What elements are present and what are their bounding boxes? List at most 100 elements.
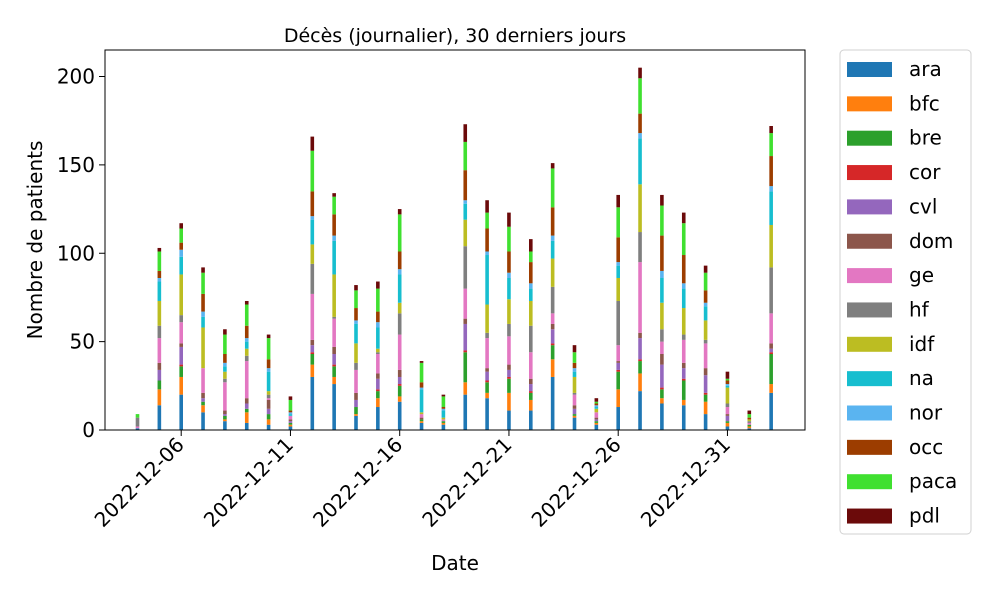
- bar-na: [660, 278, 664, 303]
- bar-ge: [179, 322, 183, 344]
- bar-hf: [135, 417, 140, 427]
- bar-bfc: [397, 396, 402, 402]
- bar-bfc: [485, 392, 489, 399]
- legend-label-pdl: pdl: [909, 504, 940, 528]
- bar-paca: [354, 290, 358, 309]
- bar-pdl: [266, 334, 271, 339]
- bar-hf: [769, 267, 773, 314]
- bar-hf: [485, 332, 489, 339]
- bar-occ: [747, 417, 752, 420]
- bar-ge: [201, 368, 205, 393]
- bar-bre: [485, 382, 489, 393]
- bar-dom: [463, 318, 468, 324]
- bar-bfc: [769, 384, 773, 393]
- bar-na: [594, 407, 599, 409]
- bar-bre: [550, 345, 555, 360]
- bar-ge: [441, 419, 446, 422]
- bar-na: [310, 219, 315, 245]
- bar-ara: [441, 424, 446, 430]
- bar-bre: [288, 422, 293, 425]
- bar-paca: [747, 414, 752, 418]
- bar-ara: [135, 428, 140, 430]
- bar-ara: [376, 407, 380, 430]
- chart-title: Décès (journalier), 30 derniers jours: [284, 25, 626, 47]
- bar-hf: [332, 316, 336, 319]
- bar-idf: [310, 244, 315, 264]
- bar-na: [703, 306, 708, 321]
- bar-cor: [616, 369, 620, 372]
- bar-ge: [703, 343, 708, 369]
- bar-dom: [288, 419, 293, 422]
- bar-paca: [703, 272, 708, 291]
- bar-nor: [660, 270, 664, 278]
- bar-cvl: [638, 338, 642, 360]
- bar-nor: [266, 368, 271, 372]
- bar-hf: [310, 263, 315, 294]
- bar-bfc: [616, 389, 620, 408]
- bar-occ: [485, 228, 489, 252]
- bar-ara: [485, 398, 489, 430]
- bar-hf: [244, 355, 249, 362]
- bar-cor: [550, 343, 555, 346]
- bar-occ: [376, 311, 380, 323]
- bar-dom: [223, 410, 227, 415]
- bar-cor: [397, 384, 402, 386]
- bar-bre: [441, 421, 446, 423]
- bar-ara: [201, 412, 205, 430]
- bar-hf: [616, 300, 620, 346]
- bar-bfc: [157, 389, 162, 406]
- legend-swatch-occ: [847, 439, 892, 455]
- bar-na: [376, 327, 380, 349]
- bar-paca: [244, 304, 249, 326]
- bar-na: [244, 341, 249, 349]
- bar-cvl: [725, 415, 730, 422]
- bar-na: [419, 389, 424, 413]
- bar-na: [769, 191, 773, 225]
- bar-idf: [223, 371, 227, 379]
- bar-cvl: [463, 323, 468, 351]
- bar-bfc: [354, 414, 358, 416]
- bar-dom: [157, 362, 162, 370]
- bar-bfc: [572, 415, 577, 418]
- bar-pdl: [703, 265, 708, 273]
- bar-ge: [310, 293, 315, 340]
- bar-na: [616, 265, 620, 278]
- bar-bre: [529, 392, 533, 400]
- plot-frame: [104, 49, 806, 431]
- bar-ge: [529, 352, 533, 379]
- x-tick-label: 2022-12-11: [199, 433, 298, 532]
- bar-bfc: [310, 364, 315, 377]
- bar-nor: [616, 262, 620, 266]
- bar-nor: [594, 405, 599, 408]
- y-tick-label: 50: [70, 330, 95, 354]
- legend-label-na: na: [909, 366, 934, 390]
- legend-label-idf: idf: [909, 332, 935, 356]
- bar-nor: [638, 133, 642, 139]
- bar-ge: [157, 338, 162, 363]
- bar-cor: [179, 364, 183, 367]
- bar-cor: [638, 359, 642, 362]
- y-tick-label: 200: [57, 65, 95, 89]
- bar-bfc: [223, 419, 227, 422]
- bar-ge: [747, 422, 752, 425]
- bar-nor: [441, 408, 446, 411]
- bar-ara: [266, 424, 271, 430]
- legend: ara bfc bre cor cvl dom ge hf idf na nor occ paca pdl: [839, 49, 972, 535]
- bar-idf: [354, 343, 358, 363]
- bar-ge: [244, 361, 249, 399]
- bar-ara: [397, 401, 402, 430]
- bar-pdl: [441, 394, 446, 397]
- bar-na: [354, 323, 358, 344]
- legend-label-cvl: cvl: [909, 194, 937, 218]
- bar-idf: [485, 304, 489, 333]
- bar-occ: [332, 214, 336, 236]
- bar-ara: [463, 394, 468, 430]
- legend-swatch-bfc: [847, 96, 892, 112]
- bar-cvl: [288, 421, 293, 423]
- y-axis-label: Nombre de patients: [23, 141, 47, 340]
- legend-label-occ: occ: [909, 435, 943, 459]
- bar-paca: [223, 334, 227, 354]
- bar-nor: [223, 362, 227, 367]
- bar-bfc: [266, 419, 271, 425]
- legend-swatch-nor: [847, 405, 892, 421]
